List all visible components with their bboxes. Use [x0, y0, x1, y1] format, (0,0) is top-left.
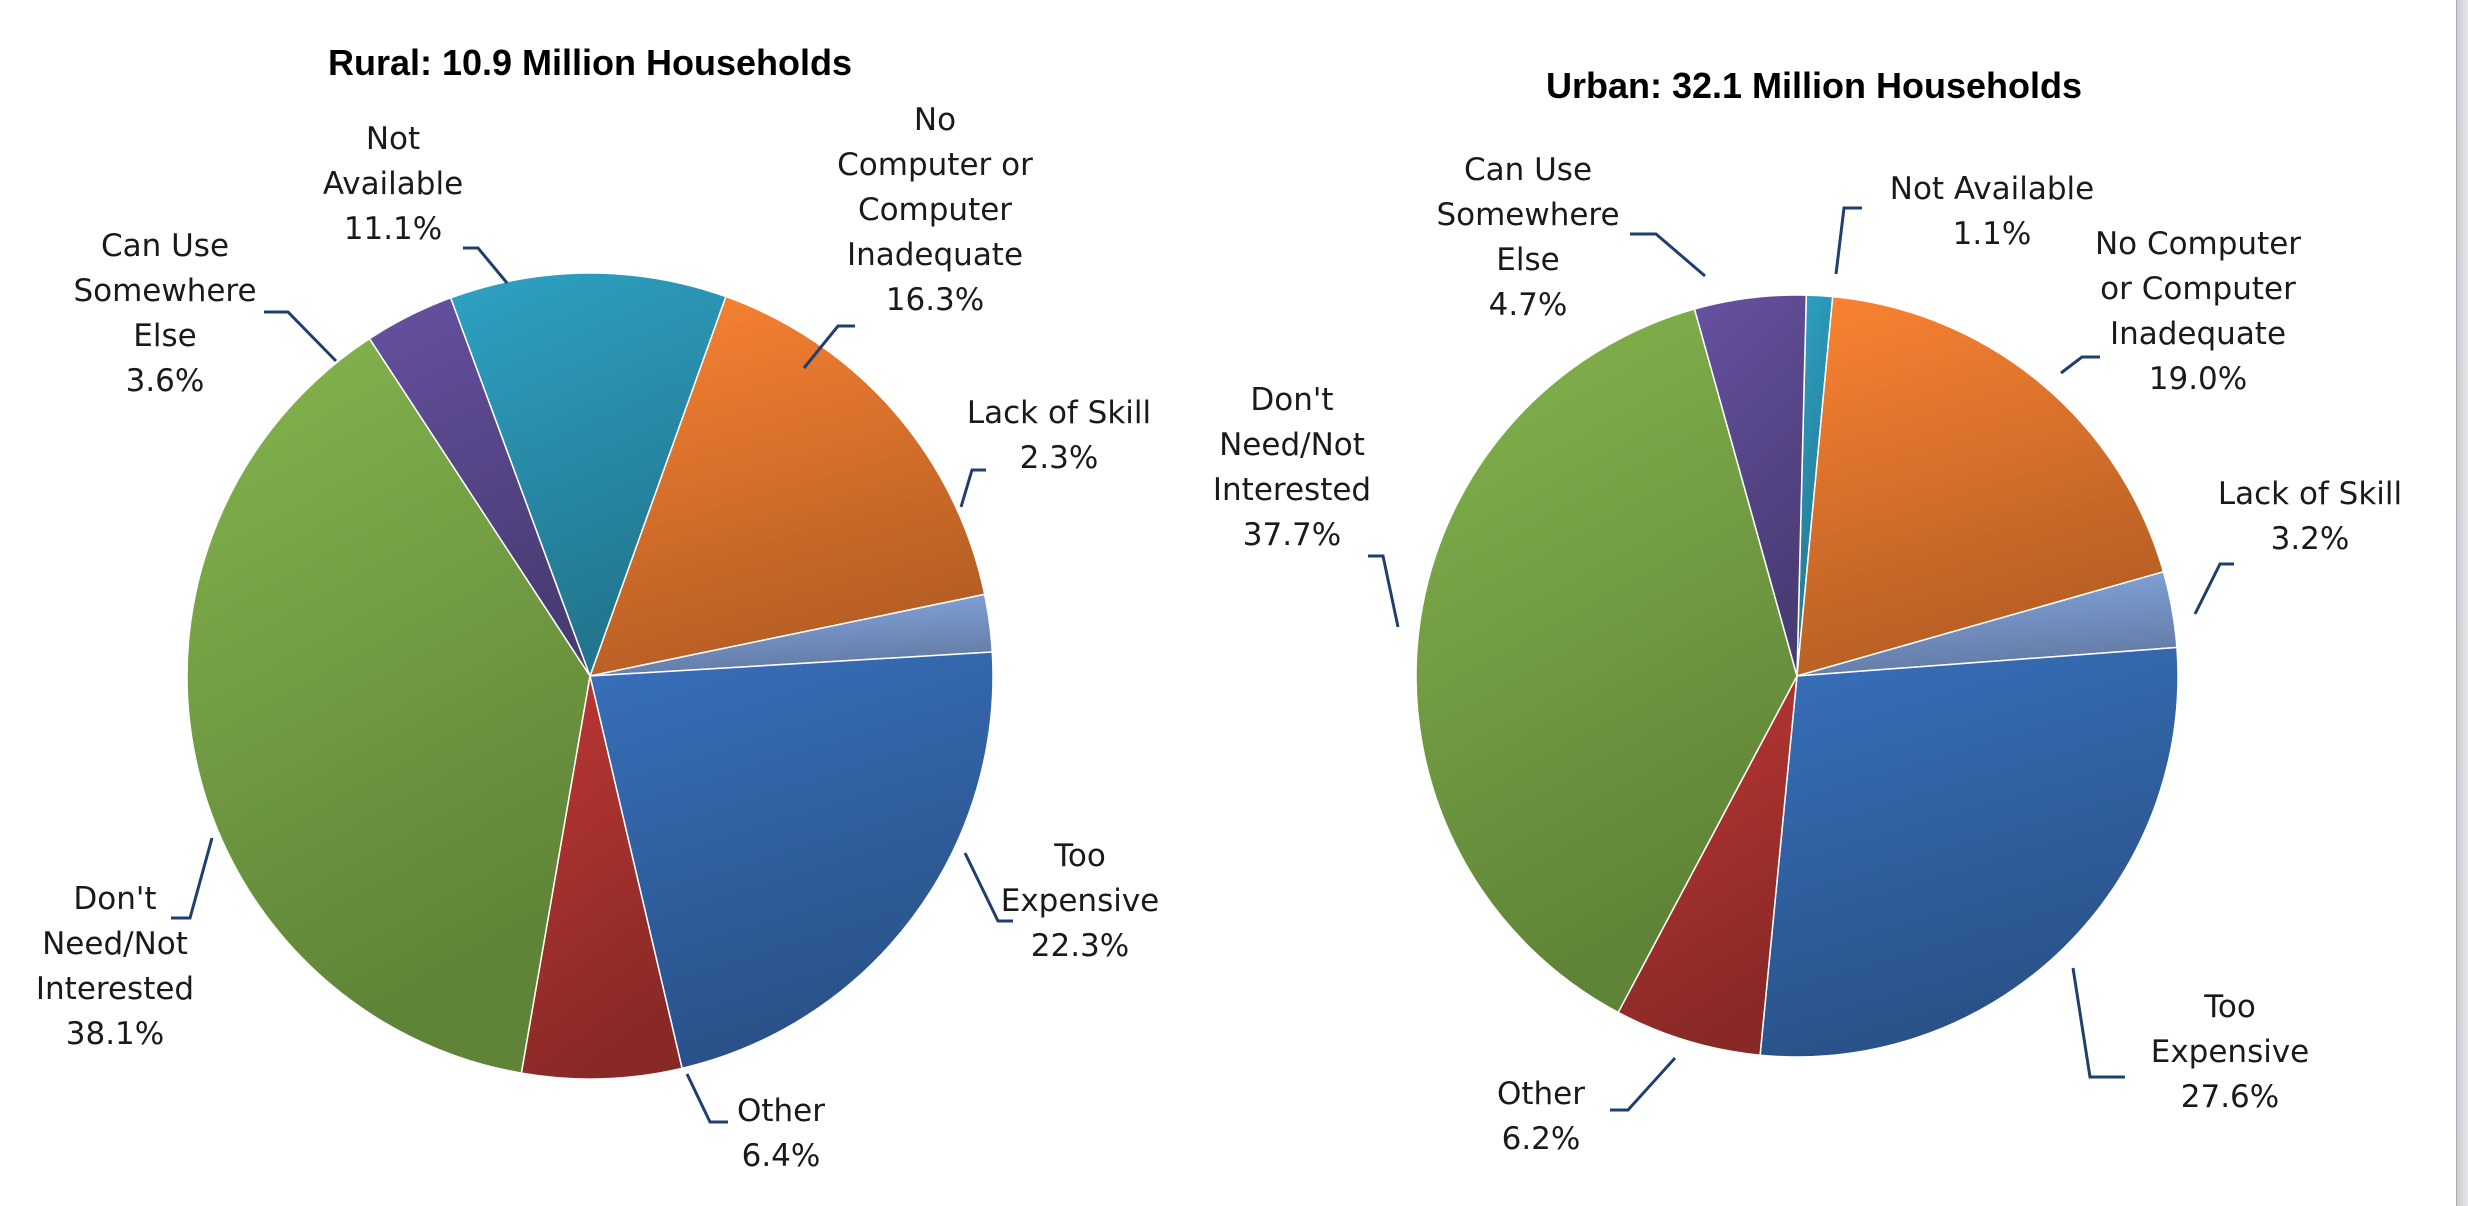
rural-slice-other	[520, 675, 683, 1080]
rural-label-line-too-expensive: Too	[1053, 838, 1106, 874]
urban-label-line-too-expensive: Expensive	[2151, 1034, 2310, 1070]
rural-label-line-can-use-elsewhere: Else	[133, 318, 196, 354]
urban-pie-chart: Urban: 32.1 Million Households Not Avail…	[1213, 65, 2402, 1157]
rural-leader-line-too-expensive	[963, 852, 1013, 923]
rural-percent-not-available: 11.1%	[344, 211, 442, 247]
urban-label-line-can-use-elsewhere: Somewhere	[1436, 197, 1619, 233]
rural-leader-line-lack-of-skill	[959, 468, 986, 508]
urban-percent-dont-need: 37.7%	[1243, 517, 1341, 553]
urban-chart-title: Urban: 32.1 Million Households	[1546, 65, 2082, 106]
urban-label-line-can-use-elsewhere: Can Use	[1464, 152, 1592, 188]
rural-leader-line-dont-need	[171, 837, 214, 920]
rural-slice-no-computer	[588, 295, 986, 678]
urban-label-line-other: Other	[1497, 1076, 1585, 1112]
urban-slice-no-computer	[1796, 295, 2165, 678]
window-edge	[2456, 0, 2468, 1206]
rural-percent-can-use-elsewhere: 3.6%	[126, 363, 205, 399]
rural-label-line-not-available: Available	[323, 166, 463, 202]
rural-leader-line-can-use-elsewhere	[264, 310, 338, 363]
urban-label-line-no-computer: Inadequate	[2110, 316, 2286, 352]
urban-percent-no-computer: 19.0%	[2149, 361, 2247, 397]
rural-pie-chart: Rural: 10.9 Million Households No Compute…	[36, 42, 1159, 1174]
rural-data-label-too-expensive: Too Expensive 22.3%	[1001, 838, 1160, 964]
rural-slice-too-expensive	[589, 651, 994, 1070]
urban-data-label-other: Other 6.2%	[1497, 1076, 1585, 1157]
urban-percent-not-available: 1.1%	[1953, 216, 2032, 252]
urban-slice-other	[1617, 675, 1798, 1057]
rural-label-line-other: Other	[737, 1093, 825, 1129]
rural-label-line-no-computer: Computer	[858, 192, 1012, 228]
urban-percent-lack-of-skill: 3.2%	[2271, 521, 2350, 557]
urban-slice-too-expensive	[1759, 646, 2179, 1058]
rural-data-label-dont-need: Don't Need/Not Interested 38.1%	[36, 881, 194, 1052]
rural-percent-other: 6.4%	[742, 1138, 821, 1174]
rural-leader-line-other	[685, 1073, 728, 1124]
urban-label-line-can-use-elsewhere: Else	[1496, 242, 1559, 278]
rural-percent-lack-of-skill: 2.3%	[1020, 440, 1099, 476]
urban-data-label-no-computer: No Computer or Computer Inadequate 19.0%	[2095, 226, 2301, 397]
rural-leader-line-not-available	[463, 246, 509, 284]
urban-data-label-dont-need: Don't Need/Not Interested 37.7%	[1213, 382, 1371, 553]
urban-label-line-dont-need: Don't	[1250, 382, 1333, 418]
urban-leader-line-dont-need	[1368, 554, 1400, 628]
rural-label-line-dont-need: Interested	[36, 971, 194, 1007]
urban-percent-other: 6.2%	[1502, 1121, 1581, 1157]
rural-label-line-can-use-elsewhere: Somewhere	[73, 273, 256, 309]
rural-percent-dont-need: 38.1%	[66, 1016, 164, 1052]
rural-percent-no-computer: 16.3%	[886, 282, 984, 318]
rural-label-line-no-computer: Inadequate	[847, 237, 1023, 273]
rural-data-label-can-use-elsewhere: Can Use Somewhere Else 3.6%	[73, 228, 256, 399]
rural-label-line-no-computer: No	[914, 102, 956, 138]
urban-data-label-lack-of-skill: Lack of Skill 3.2%	[2218, 476, 2402, 557]
rural-data-label-no-computer: No Computer or Computer Inadequate 16.3%	[837, 102, 1033, 318]
urban-leader-line-too-expensive	[2071, 967, 2125, 1079]
urban-data-label-not-available: Not Available 1.1%	[1890, 171, 2094, 252]
rural-label-line-not-available: Not	[366, 121, 420, 157]
urban-leader-line-not-available	[1834, 206, 1862, 275]
rural-leader-line-no-computer	[802, 324, 855, 369]
rural-label-line-dont-need: Need/Not	[42, 926, 188, 962]
urban-leader-line-lack-of-skill	[2193, 562, 2234, 615]
rural-label-line-no-computer: Computer or	[837, 147, 1033, 183]
rural-label-line-dont-need: Don't	[73, 881, 156, 917]
urban-label-line-dont-need: Interested	[1213, 472, 1371, 508]
urban-slice-can-use-elsewhere	[1693, 294, 1808, 677]
rural-slice-not-available	[449, 272, 727, 679]
urban-leader-line-can-use-elsewhere	[1630, 232, 1706, 278]
urban-label-line-no-computer: or Computer	[2100, 271, 2296, 307]
rural-data-label-lack-of-skill: Lack of Skill 2.3%	[967, 395, 1151, 476]
rural-label-line-can-use-elsewhere: Can Use	[101, 228, 229, 264]
urban-data-label-can-use-elsewhere: Can Use Somewhere Else 4.7%	[1436, 152, 1619, 323]
urban-percent-too-expensive: 27.6%	[2181, 1079, 2279, 1115]
urban-data-label-too-expensive: Too Expensive 27.6%	[2151, 989, 2310, 1115]
rural-data-label-not-available: Not Available 11.1%	[323, 121, 463, 247]
rural-chart-title: Rural: 10.9 Million Households	[328, 42, 852, 83]
rural-data-label-other: Other 6.4%	[737, 1093, 825, 1174]
urban-label-line-dont-need: Need/Not	[1219, 427, 1365, 463]
rural-label-line-too-expensive: Expensive	[1001, 883, 1160, 919]
urban-label-line-too-expensive: Too	[2203, 989, 2256, 1025]
urban-label-line-no-computer: No Computer	[2095, 226, 2301, 262]
rural-percent-too-expensive: 22.3%	[1031, 928, 1129, 964]
urban-percent-can-use-elsewhere: 4.7%	[1489, 287, 1568, 323]
urban-label-line-lack-of-skill: Lack of Skill	[2218, 476, 2402, 512]
urban-label-line-not-available: Not Available	[1890, 171, 2094, 207]
urban-leader-line-no-computer	[2060, 355, 2100, 375]
urban-slice-dont-need	[1415, 308, 1798, 1014]
rural-label-line-lack-of-skill: Lack of Skill	[967, 395, 1151, 431]
urban-leader-line-other	[1610, 1056, 1677, 1112]
